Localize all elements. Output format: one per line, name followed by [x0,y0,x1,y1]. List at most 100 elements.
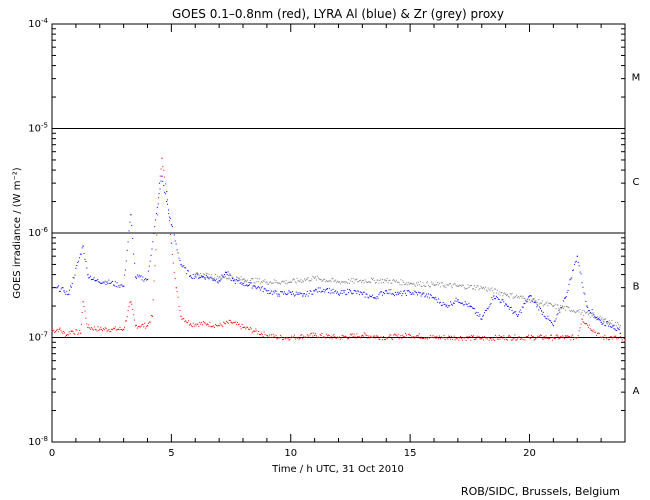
series-dot [323,278,325,280]
series-dot [536,303,538,305]
series-dot [394,295,396,297]
series-dot [604,319,606,321]
series-dot [437,301,439,303]
series-dot [431,297,433,299]
series-dot [392,339,394,341]
series-dot [604,334,606,336]
data-point [218,325,220,327]
series-dot [418,333,420,335]
series-dot [453,303,455,305]
series-dot [480,318,482,320]
series-dot [305,293,307,295]
series-dot [250,278,252,280]
series-dot [73,332,75,334]
series-dot [270,281,272,283]
series-dot [322,280,324,282]
series-dot [217,282,219,284]
data-point [433,297,435,299]
series-dot [343,291,345,293]
series-dot [604,324,606,326]
series-dot [488,306,490,308]
series-dot [441,304,443,306]
series-dot [478,289,480,291]
series-dot [458,339,460,341]
series-dot [487,287,489,289]
series-dot [132,308,134,310]
series-dot [126,249,128,251]
series-dot [93,326,95,328]
series-dot [146,325,148,327]
series-dot [606,322,608,324]
series-dot [546,337,548,339]
series-dot [222,326,224,328]
series-dot [486,290,488,292]
series-dot [135,324,137,326]
series-dot [573,269,575,271]
series-dot [553,337,555,339]
series-dot [211,277,213,279]
series-dot [319,334,321,336]
series-dot [241,279,243,281]
data-point [189,323,192,325]
series-dot [374,282,376,284]
series-dot [524,297,526,299]
series-dot [220,324,222,326]
data-point [576,310,578,312]
series-dot [89,327,91,329]
series-dot [241,324,243,326]
series-dot [478,315,480,317]
series-dot [470,339,472,341]
series-dot [561,336,563,338]
series-dot [285,293,287,295]
series-dot [304,336,306,338]
series-dot [253,330,255,332]
data-point [180,315,182,317]
series-dot [608,320,610,322]
series-dot [559,337,561,339]
series-dot [551,322,553,324]
series-dot [494,298,496,300]
series-dot [453,283,455,285]
series-dot [243,285,245,287]
series-dot [318,278,320,280]
series-dot [586,311,588,313]
series-dot [324,336,326,338]
series-dot [588,310,590,312]
series-dot [484,288,486,290]
series-dot [540,334,542,336]
series-dot [213,325,215,327]
series-dot [557,304,559,306]
series-dot [416,294,418,296]
series-dot [414,290,416,292]
series-dot [139,326,141,328]
series-dot [439,338,441,340]
series-dot [415,285,417,287]
series-dot [501,336,503,338]
series-dot [181,318,183,320]
series-dot [436,335,438,337]
series-dot [456,285,458,287]
series-dot [177,252,179,254]
series-dot [531,336,533,338]
series-dot [55,331,57,333]
series-dot [186,321,188,323]
data-point [397,293,399,295]
series-dot [238,323,240,325]
series-dot [306,278,308,280]
series-dot [346,282,348,284]
series-dot [70,285,72,287]
series-dot [129,302,131,304]
series-dot [466,335,468,337]
series-dot [529,301,531,303]
data-point [278,293,280,295]
series-dot [461,302,463,304]
data-point [290,337,292,339]
series-dot [304,279,306,281]
series-dot [267,335,269,337]
series-dot [432,334,434,336]
series-dot [500,301,502,303]
series-dot [321,333,323,335]
series-dot [284,292,286,294]
series-dot [217,324,219,326]
series-dot [525,300,527,302]
